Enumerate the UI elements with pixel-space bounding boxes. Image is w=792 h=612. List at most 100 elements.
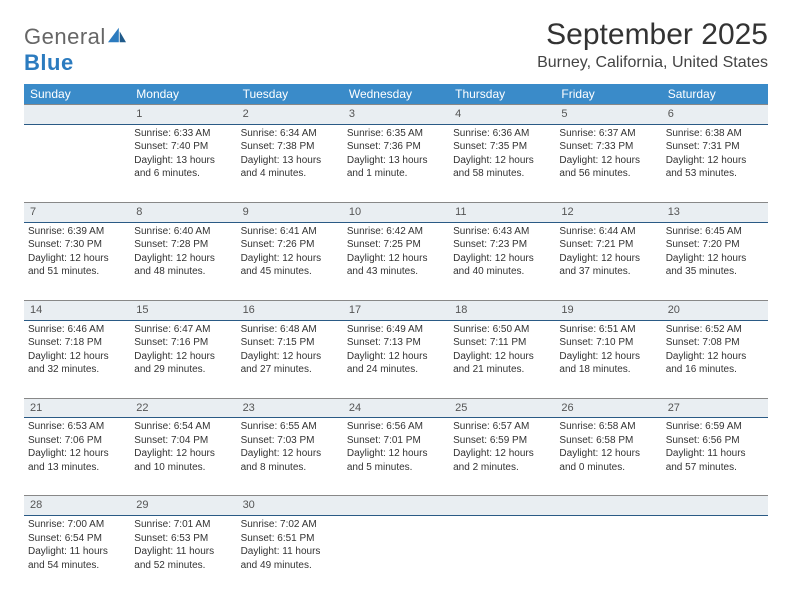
col-thursday: Thursday <box>449 84 555 105</box>
day1-text: Daylight: 12 hours <box>241 252 339 266</box>
day-cell: Sunrise: 6:57 AMSunset: 6:59 PMDaylight:… <box>449 418 555 496</box>
sunset-text: Sunset: 7:30 PM <box>28 238 126 252</box>
day-cell: Sunrise: 6:56 AMSunset: 7:01 PMDaylight:… <box>343 418 449 496</box>
sunrise-text: Sunrise: 6:39 AM <box>28 225 126 239</box>
day-cell: Sunrise: 6:40 AMSunset: 7:28 PMDaylight:… <box>130 222 236 300</box>
day-number: 28 <box>24 496 130 516</box>
sunset-text: Sunset: 7:40 PM <box>134 140 232 154</box>
day1-text: Daylight: 12 hours <box>134 350 232 364</box>
day-cell: Sunrise: 6:55 AMSunset: 7:03 PMDaylight:… <box>237 418 343 496</box>
brand-logo: General Blue <box>24 24 128 76</box>
col-friday: Friday <box>555 84 661 105</box>
day-number: 30 <box>237 496 343 516</box>
location-subtitle: Burney, California, United States <box>537 54 768 72</box>
day-cell: Sunrise: 6:49 AMSunset: 7:13 PMDaylight:… <box>343 320 449 398</box>
day-cell: Sunrise: 6:41 AMSunset: 7:26 PMDaylight:… <box>237 222 343 300</box>
day-number: 19 <box>555 300 661 320</box>
sunrise-text: Sunrise: 6:59 AM <box>666 420 764 434</box>
col-monday: Monday <box>130 84 236 105</box>
sunset-text: Sunset: 7:21 PM <box>559 238 657 252</box>
sunset-text: Sunset: 7:20 PM <box>666 238 764 252</box>
day1-text: Daylight: 13 hours <box>347 154 445 168</box>
sunset-text: Sunset: 7:06 PM <box>28 434 126 448</box>
day-header-row: Sunday Monday Tuesday Wednesday Thursday… <box>24 84 768 105</box>
day1-text: Daylight: 11 hours <box>241 545 339 559</box>
week-row: Sunrise: 6:53 AMSunset: 7:06 PMDaylight:… <box>24 418 768 496</box>
day2-text: and 32 minutes. <box>28 363 126 377</box>
day-cell <box>449 516 555 594</box>
sunrise-text: Sunrise: 6:58 AM <box>559 420 657 434</box>
day1-text: Daylight: 12 hours <box>666 350 764 364</box>
day-number: 16 <box>237 300 343 320</box>
daynum-row: 123456 <box>24 105 768 125</box>
day-cell: Sunrise: 7:02 AMSunset: 6:51 PMDaylight:… <box>237 516 343 594</box>
day1-text: Daylight: 12 hours <box>453 252 551 266</box>
day1-text: Daylight: 12 hours <box>347 447 445 461</box>
day-number <box>662 496 768 516</box>
day2-text: and 53 minutes. <box>666 167 764 181</box>
sunrise-text: Sunrise: 6:40 AM <box>134 225 232 239</box>
day-number <box>343 496 449 516</box>
day-number: 3 <box>343 105 449 125</box>
sunset-text: Sunset: 7:08 PM <box>666 336 764 350</box>
day-cell <box>555 516 661 594</box>
sunrise-text: Sunrise: 6:52 AM <box>666 323 764 337</box>
day-number: 6 <box>662 105 768 125</box>
sunset-text: Sunset: 6:54 PM <box>28 532 126 546</box>
daynum-row: 78910111213 <box>24 202 768 222</box>
day2-text: and 8 minutes. <box>241 461 339 475</box>
day-number: 10 <box>343 202 449 222</box>
day2-text: and 40 minutes. <box>453 265 551 279</box>
daynum-row: 282930 <box>24 496 768 516</box>
month-title: September 2025 <box>537 18 768 52</box>
day-cell: Sunrise: 6:38 AMSunset: 7:31 PMDaylight:… <box>662 124 768 202</box>
sunset-text: Sunset: 7:01 PM <box>347 434 445 448</box>
sunrise-text: Sunrise: 6:50 AM <box>453 323 551 337</box>
day2-text: and 35 minutes. <box>666 265 764 279</box>
day-number: 12 <box>555 202 661 222</box>
day-cell: Sunrise: 6:35 AMSunset: 7:36 PMDaylight:… <box>343 124 449 202</box>
day2-text: and 27 minutes. <box>241 363 339 377</box>
day-number: 14 <box>24 300 130 320</box>
day1-text: Daylight: 12 hours <box>559 154 657 168</box>
sunset-text: Sunset: 7:28 PM <box>134 238 232 252</box>
daynum-row: 21222324252627 <box>24 398 768 418</box>
day-cell: Sunrise: 7:01 AMSunset: 6:53 PMDaylight:… <box>130 516 236 594</box>
col-saturday: Saturday <box>662 84 768 105</box>
day1-text: Daylight: 13 hours <box>241 154 339 168</box>
daynum-row: 14151617181920 <box>24 300 768 320</box>
day2-text: and 45 minutes. <box>241 265 339 279</box>
week-row: Sunrise: 6:46 AMSunset: 7:18 PMDaylight:… <box>24 320 768 398</box>
day-cell: Sunrise: 6:54 AMSunset: 7:04 PMDaylight:… <box>130 418 236 496</box>
day-number: 9 <box>237 202 343 222</box>
day-cell: Sunrise: 6:52 AMSunset: 7:08 PMDaylight:… <box>662 320 768 398</box>
day2-text: and 6 minutes. <box>134 167 232 181</box>
day2-text: and 29 minutes. <box>134 363 232 377</box>
sunset-text: Sunset: 7:26 PM <box>241 238 339 252</box>
sunrise-text: Sunrise: 6:57 AM <box>453 420 551 434</box>
col-tuesday: Tuesday <box>237 84 343 105</box>
day-number: 11 <box>449 202 555 222</box>
day-cell: Sunrise: 6:34 AMSunset: 7:38 PMDaylight:… <box>237 124 343 202</box>
sunrise-text: Sunrise: 6:51 AM <box>559 323 657 337</box>
day-number <box>449 496 555 516</box>
day1-text: Daylight: 11 hours <box>666 447 764 461</box>
week-row: Sunrise: 6:33 AMSunset: 7:40 PMDaylight:… <box>24 124 768 202</box>
day-number: 5 <box>555 105 661 125</box>
day-number: 26 <box>555 398 661 418</box>
day-number: 24 <box>343 398 449 418</box>
col-sunday: Sunday <box>24 84 130 105</box>
sunset-text: Sunset: 7:03 PM <box>241 434 339 448</box>
sunrise-text: Sunrise: 6:49 AM <box>347 323 445 337</box>
day2-text: and 54 minutes. <box>28 559 126 573</box>
day-number: 13 <box>662 202 768 222</box>
day-number: 20 <box>662 300 768 320</box>
sunrise-text: Sunrise: 6:44 AM <box>559 225 657 239</box>
sunset-text: Sunset: 7:15 PM <box>241 336 339 350</box>
day-number: 8 <box>130 202 236 222</box>
day2-text: and 2 minutes. <box>453 461 551 475</box>
day-number: 7 <box>24 202 130 222</box>
sunrise-text: Sunrise: 7:00 AM <box>28 518 126 532</box>
calendar-table: Sunday Monday Tuesday Wednesday Thursday… <box>24 84 768 594</box>
sunrise-text: Sunrise: 6:54 AM <box>134 420 232 434</box>
